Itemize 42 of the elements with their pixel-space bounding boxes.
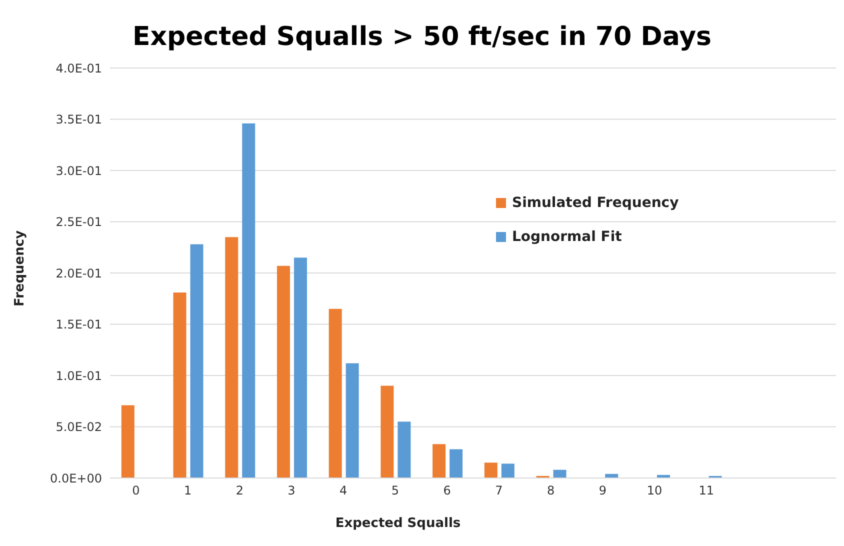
bar: [380, 386, 394, 478]
bar: [173, 292, 186, 478]
bar: [346, 363, 359, 478]
y-tick-label: 0.0E+00: [50, 471, 102, 486]
x-tick-label: 4: [340, 484, 348, 498]
bar: [242, 123, 256, 478]
bar: [501, 464, 514, 478]
bar: [484, 462, 498, 478]
y-tick-label: 3.0E-01: [56, 164, 102, 178]
x-tick-label: 9: [598, 484, 606, 498]
bar: [225, 237, 238, 478]
x-tick-label: 5: [391, 484, 400, 498]
x-tick-label: 3: [288, 484, 296, 498]
chart-title: Expected Squalls > 50 ft/sec in 70 Days: [132, 22, 712, 52]
bar: [450, 449, 463, 478]
y-tick-label: 5.0E-02: [56, 420, 102, 434]
y-tick-label: 1.5E-01: [56, 318, 102, 332]
y-axis-title: Frequency: [12, 230, 28, 306]
y-tick-label: 3.5E-01: [56, 112, 102, 127]
x-tick-label: 7: [495, 484, 503, 498]
y-tick-label: 2.0E-01: [56, 266, 102, 280]
bar: [553, 470, 566, 478]
bar: [294, 258, 307, 478]
bar: [432, 444, 446, 478]
bar: [190, 244, 204, 478]
x-tick-label: 8: [546, 484, 555, 498]
y-tick-label: 4.0E-01: [56, 61, 102, 76]
x-tick-label: 2: [236, 484, 244, 498]
x-tick-label: 10: [646, 484, 662, 498]
bar: [328, 308, 342, 478]
bar: [398, 422, 411, 478]
y-tick-label: 2.5E-01: [56, 215, 102, 230]
legend-label: Lognormal Fit: [512, 229, 622, 245]
bar: [121, 405, 134, 478]
bar: [276, 266, 290, 478]
x-tick-label: 6: [443, 484, 451, 498]
y-tick-label: 1.0E-01: [56, 368, 102, 383]
x-tick-label: 1: [184, 484, 192, 498]
x-tick-label: 11: [698, 484, 714, 498]
legend-label: Simulated Frequency: [512, 195, 679, 211]
x-axis-title: Expected Squalls: [334, 516, 462, 531]
x-tick-label: 0: [132, 484, 140, 498]
